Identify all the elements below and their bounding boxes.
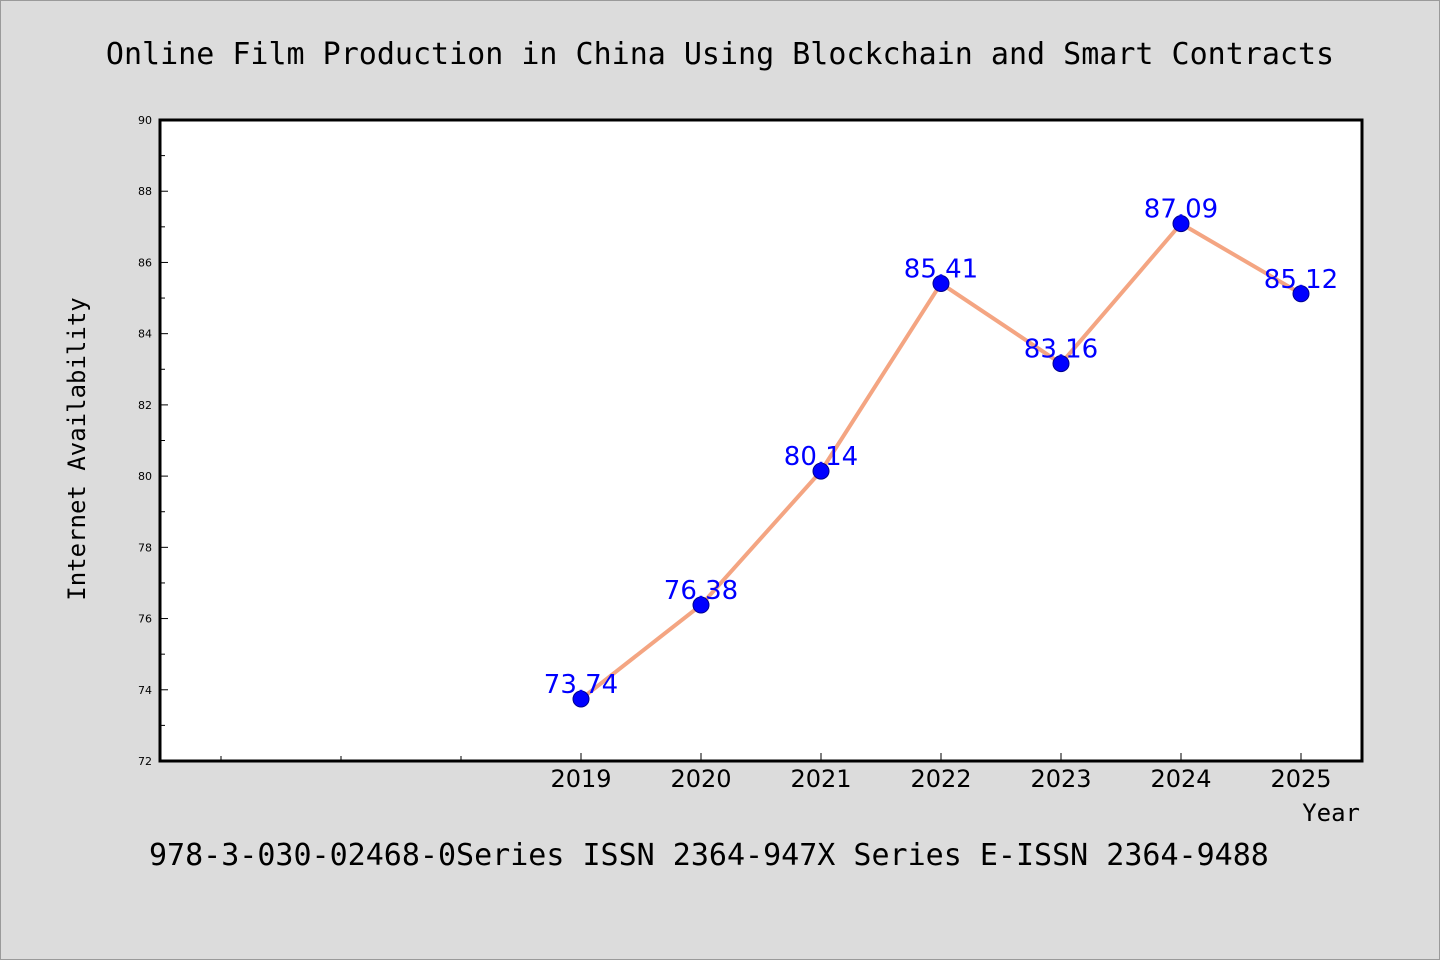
y-tick-label: 86 [138, 256, 152, 269]
y-tick-label: 78 [138, 541, 152, 554]
data-point [812, 462, 830, 480]
data-label: 73.74 [544, 670, 618, 700]
data-point [692, 596, 710, 614]
data-point [932, 274, 950, 292]
y-tick-label: 82 [138, 399, 152, 412]
y-tick-label: 90 [138, 114, 152, 127]
x-tick-label: 2025 [1270, 765, 1331, 793]
data-point [1052, 355, 1070, 373]
footer-text: 978-3-030-02468-0Series ISSN 2364-947X S… [149, 838, 1269, 873]
y-tick-label: 76 [138, 613, 152, 626]
y-tick-label: 84 [138, 328, 152, 341]
y-tick-label: 72 [138, 755, 152, 768]
series-layer: 73.74 76.38 80.14 85.41 83.16 87.09 85.12 [544, 195, 1338, 708]
data-label: 85.12 [1264, 265, 1338, 295]
y-tick-label: 88 [138, 185, 152, 198]
y-axis: 72 74 76 78 80 82 84 86 88 90 [138, 114, 168, 768]
data-label: 80.14 [784, 442, 858, 472]
x-axis: 2019 2020 2021 2022 2023 2024 2025 [220, 753, 1332, 793]
data-point [572, 690, 590, 708]
x-axis-label: Year [1302, 799, 1360, 827]
data-label: 76.38 [664, 576, 738, 606]
x-tick-label: 2020 [670, 765, 731, 793]
data-point [1172, 215, 1190, 233]
y-tick-label: 74 [138, 684, 152, 697]
x-tick-label: 2023 [1030, 765, 1091, 793]
x-tick-label: 2021 [790, 765, 851, 793]
plot-area [158, 118, 1364, 763]
x-tick-label: 2024 [1150, 765, 1211, 793]
data-label: 87.09 [1144, 195, 1218, 225]
data-label: 83.16 [1024, 335, 1098, 365]
data-label: 85.41 [904, 254, 978, 284]
x-tick-label: 2019 [550, 765, 611, 793]
y-axis-label: Internet Availability [63, 297, 91, 600]
y-tick-label: 80 [138, 470, 152, 483]
data-point [1292, 285, 1310, 303]
x-tick-label: 2022 [910, 765, 971, 793]
chart-title: Online Film Production in China Using Bl… [106, 37, 1334, 72]
